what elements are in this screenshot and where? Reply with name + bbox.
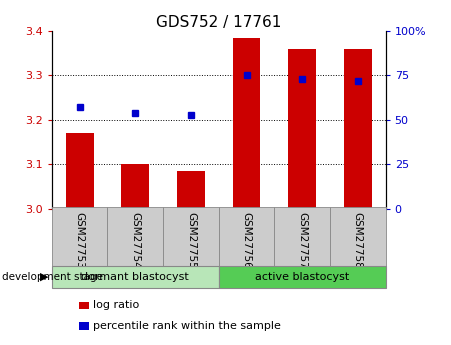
Text: log ratio: log ratio	[93, 300, 140, 310]
Bar	[274, 207, 330, 267]
Text: GSM27753: GSM27753	[75, 212, 85, 268]
Text: GSM27756: GSM27756	[242, 212, 252, 268]
Text: GSM27757: GSM27757	[297, 212, 307, 268]
Text: GSM27755: GSM27755	[186, 212, 196, 268]
Text: percentile rank within the sample: percentile rank within the sample	[93, 321, 281, 331]
Text: active blastocyst: active blastocyst	[255, 272, 349, 282]
Text: development stage: development stage	[2, 272, 103, 282]
Bar	[177, 171, 205, 209]
Bar	[163, 207, 219, 267]
Bar	[121, 164, 149, 209]
Bar	[219, 266, 386, 288]
Text: dormant blastocyst: dormant blastocyst	[82, 272, 189, 282]
Bar	[344, 49, 372, 209]
Text: GSM27758: GSM27758	[353, 212, 363, 268]
Bar	[52, 266, 219, 288]
Bar	[288, 49, 316, 209]
Bar	[107, 207, 163, 267]
Bar	[330, 207, 386, 267]
Bar	[52, 207, 107, 267]
Text: ▶: ▶	[40, 272, 49, 282]
Title: GDS752 / 17761: GDS752 / 17761	[156, 15, 281, 30]
Bar	[233, 38, 261, 209]
Bar	[66, 133, 94, 209]
Text: GSM27754: GSM27754	[130, 212, 140, 268]
Bar	[219, 207, 274, 267]
